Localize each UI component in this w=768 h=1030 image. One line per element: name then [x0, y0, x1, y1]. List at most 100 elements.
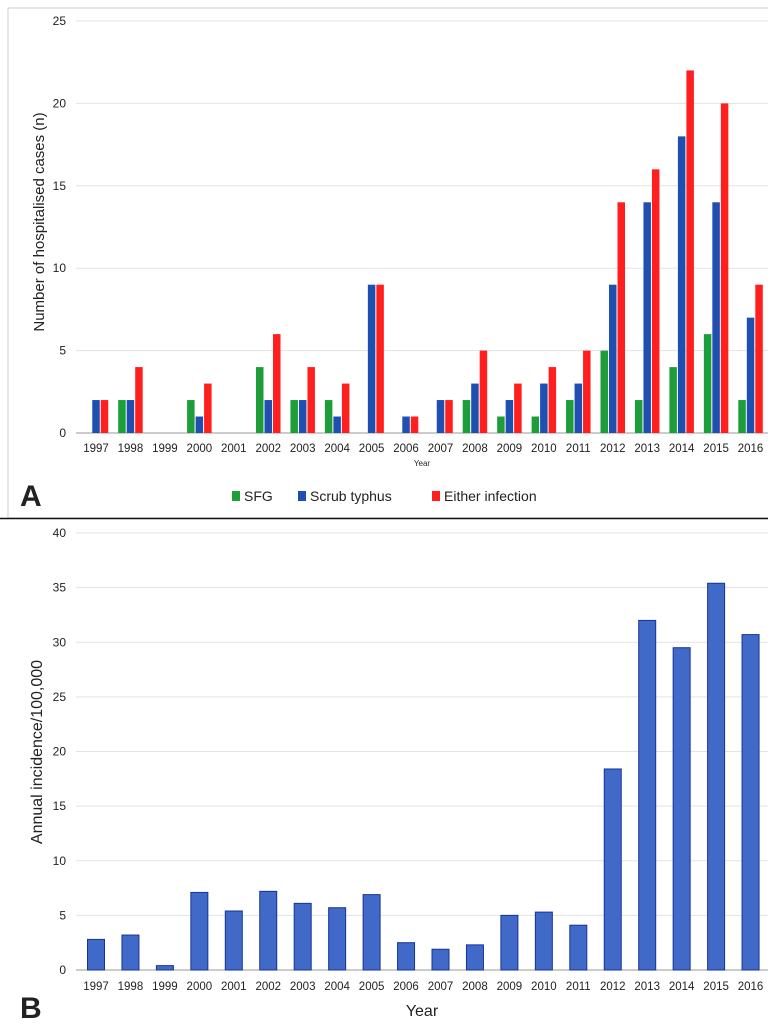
panel-a-x-tick-label: 2002	[255, 443, 281, 455]
panel-a-bar	[100, 400, 109, 433]
panel-b-x-tick-label: 2015	[703, 981, 729, 993]
panel-a-bar	[462, 400, 471, 433]
panel-a-y-tick-label: 5	[59, 344, 66, 358]
panel-b-bar	[638, 619, 657, 971]
panel-a-x-tick-label: 2007	[428, 443, 454, 455]
panel-b-bar	[121, 934, 140, 971]
panel-b-bar	[707, 582, 726, 971]
panel-b-bar	[293, 902, 312, 971]
panel-b-bar	[259, 890, 278, 971]
panel-b-x-tick-label: 2010	[531, 981, 557, 993]
panel-a-bar	[505, 400, 514, 433]
panel-a-legend-label: SFG	[244, 488, 273, 504]
panel-a-bar	[126, 400, 135, 433]
panel-b-bar	[190, 891, 209, 971]
panel-b-bar	[500, 914, 519, 971]
panel-b-x-tick-label: 1999	[152, 981, 178, 993]
panel-b-bar	[672, 647, 691, 971]
panel-a-letter: A	[20, 480, 42, 513]
panel-a-bar	[703, 334, 712, 433]
panel-a-bar	[651, 169, 660, 433]
panel-a-bar	[617, 202, 625, 433]
panel-b-bars	[87, 582, 760, 971]
panel-a-bar	[643, 202, 651, 433]
panel-b-x-tick-label: 2016	[738, 981, 764, 993]
panel-a-legend-swatch	[432, 491, 440, 501]
panel-b-bar	[534, 911, 553, 971]
panel-b-x-tick-label: 1997	[83, 981, 109, 993]
panel-a-bar	[445, 400, 453, 433]
panel-b-y-tick-label: 40	[53, 526, 67, 540]
panel-a-bar	[376, 284, 384, 433]
panel-a-y-tick-label: 10	[53, 261, 67, 275]
panel-a-bar	[720, 103, 729, 434]
panel-a-bar	[531, 416, 540, 433]
panel-a-bar	[712, 202, 720, 433]
panel-a-bar	[118, 400, 126, 433]
panel-b-x-tick-label: 2008	[462, 981, 488, 993]
panel-a-bar	[204, 383, 212, 433]
panel-b-bar	[362, 894, 381, 971]
panel-a-bar	[436, 400, 445, 433]
panel-a-y-tick-label: 15	[53, 179, 67, 193]
panel-a-x-tick-label: 2016	[738, 443, 764, 455]
panel-b-bar	[397, 942, 416, 971]
panel-a-x-tick-labels: 1997 1998 1999 2000 2001 2002 2003 2004 2005 2006…	[83, 443, 763, 455]
panel-a-gridlines	[76, 20, 768, 434]
panel-b-bar	[328, 907, 347, 971]
panel-b-bar	[569, 924, 588, 971]
panel-a-x-tick-label: 2009	[497, 443, 523, 455]
panel-b-y-tick-label: 0	[59, 963, 66, 977]
panel-b-x-tick-labels: 1997 1998 1999 2000 2001 2002 2003 2004 2005 2006…	[83, 981, 763, 993]
panel-b-x-tick-label: 2003	[290, 981, 316, 993]
panel-a-bar	[669, 367, 677, 433]
panel-b-y-tick-label: 35	[53, 581, 67, 595]
panel-b-bar	[87, 938, 105, 971]
panel-a-x-tick-label: 2013	[634, 443, 660, 455]
panel-a-x-tick-label: 2000	[187, 443, 213, 455]
panel-b-y-axis-label: Annual incidence/100,000	[29, 660, 46, 844]
panel-b-x-axis-label: Year	[406, 1003, 439, 1020]
panel-a-x-tick-label: 2011	[566, 443, 591, 455]
panel-a-bar	[195, 416, 204, 433]
panel-a-bar	[755, 284, 763, 433]
panel-b-x-tick-label: 2011	[566, 981, 591, 993]
panel-a-bar	[514, 383, 522, 433]
panel-a-chart: 0 5 10 15 20 25 1997 1998 1999 2000 2001 2002 2003 2…	[7, 7, 768, 519]
panel-a-x-tick-label: 2003	[290, 443, 316, 455]
panel-a-bar	[367, 284, 376, 433]
panel-a-bar	[92, 400, 100, 433]
panel-a-y-tick-labels: 0 5 10 15 20 25	[53, 14, 67, 440]
panel-a-y-axis-label: Number of hospitalised cases (n)	[31, 112, 48, 331]
panel-b-x-tick-label: 2004	[324, 981, 350, 993]
panel-a-bar	[341, 383, 350, 433]
panel-a-bar	[583, 350, 591, 433]
panel-a-x-tick-label: 2001	[221, 443, 247, 455]
panel-a-legend-swatch	[232, 491, 240, 501]
panel-a-bar	[738, 400, 746, 433]
panel-b-y-tick-label: 20	[53, 745, 67, 759]
panel-b-x-tick-label: 2006	[393, 981, 419, 993]
panel-a-bar	[273, 334, 281, 433]
panel-a-bar	[540, 383, 548, 433]
panel-b-x-tick-label: 2002	[255, 981, 281, 993]
panel-b-x-tick-label: 2013	[634, 981, 660, 993]
panel-b-x-tick-label: 2000	[187, 981, 213, 993]
panel-a-legend-swatch	[298, 491, 306, 501]
panel-a-bar	[402, 416, 410, 433]
panel-a-legend-label: Scrub typhus	[310, 488, 392, 504]
panel-b-y-tick-labels: 0 5 10 15 20 25 30 35 40	[53, 526, 67, 977]
panel-b-letter: B	[20, 992, 42, 1025]
panel-b-x-tick-label: 2009	[497, 981, 523, 993]
panel-b-x-tick-label: 2001	[221, 981, 247, 993]
panel-a-legend: SFG Scrub typhus Either infection	[232, 488, 537, 504]
panel-a-bar	[548, 367, 557, 433]
panel-a-bar	[256, 367, 264, 433]
panel-b-x-tick-label: 1998	[118, 981, 144, 993]
panel-a-bar	[264, 400, 272, 433]
panel-a-bar	[135, 367, 143, 433]
panel-a-x-axis-label: Year	[414, 459, 431, 468]
panel-a-bar	[609, 284, 617, 433]
